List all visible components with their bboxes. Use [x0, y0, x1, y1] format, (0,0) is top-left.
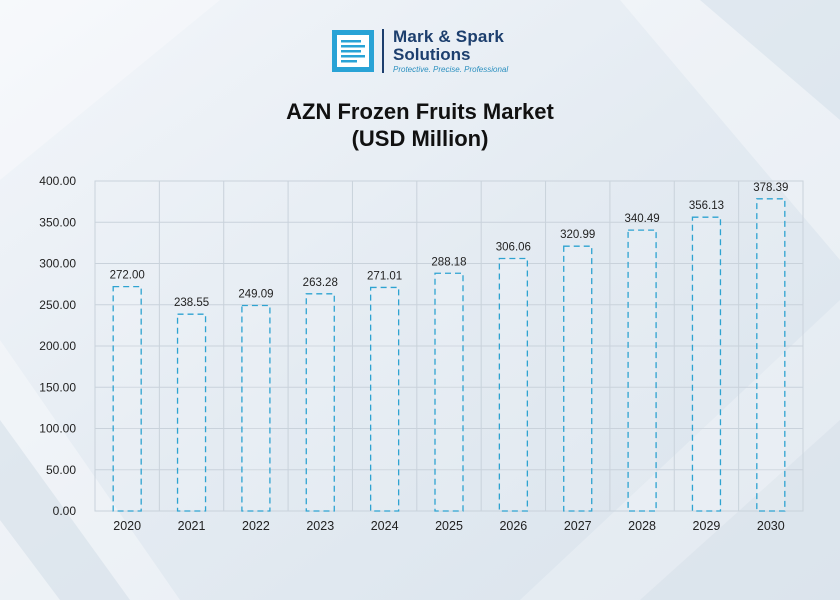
- y-axis: 0.00 50.00 100.00 150.00 200.00 250.00 300.00 3…: [39, 174, 76, 518]
- x-tick-label: 2021: [178, 519, 206, 533]
- data-label: 249.09: [238, 289, 273, 301]
- bar-2026: [498, 257, 529, 512]
- y-tick-label: 0.00: [53, 504, 77, 518]
- y-tick-label: 50.00: [46, 463, 76, 477]
- bar-2024: [369, 286, 400, 512]
- chart-grid: [94, 180, 804, 512]
- x-tick-label: 2030: [757, 519, 785, 533]
- x-tick-label: 2022: [242, 519, 270, 533]
- data-label: 306.06: [496, 242, 531, 254]
- bar-2027: [563, 245, 593, 512]
- chart-title: AZN Frozen Fruits Market (USD Million): [0, 98, 840, 152]
- data-label: 340.49: [624, 213, 659, 225]
- y-tick-label: 150.00: [39, 380, 76, 394]
- bar-2029: [691, 216, 722, 512]
- chart-title-line2: (USD Million): [351, 126, 489, 151]
- brand-tagline: Protective. Precise. Professional: [393, 65, 509, 74]
- bar-2025: [434, 272, 464, 512]
- x-tick-label: 2023: [306, 519, 334, 533]
- bar-2023: [305, 293, 335, 512]
- brand-name-line1: Mark & Spark: [393, 27, 505, 46]
- bar-2030: [756, 198, 786, 512]
- bar-2021: [176, 313, 207, 512]
- x-axis: 2020 2021 2022 2023 2024 2025 2026 2027 2028 2029…: [113, 519, 784, 533]
- x-tick-label: 2026: [499, 519, 527, 533]
- data-label: 320.99: [560, 229, 595, 241]
- x-tick-label: 2025: [435, 519, 463, 533]
- y-tick-label: 300.00: [39, 257, 76, 271]
- x-tick-label: 2020: [113, 519, 141, 533]
- bar-2020: [112, 285, 142, 512]
- chart-title-line1: AZN Frozen Fruits Market: [286, 99, 554, 124]
- y-tick-label: 400.00: [39, 174, 76, 188]
- logo-divider: [382, 29, 384, 73]
- data-label: 356.13: [689, 200, 724, 212]
- y-tick-label: 100.00: [39, 422, 76, 436]
- bar-2022: [241, 304, 271, 512]
- x-tick-label: 2024: [371, 519, 399, 533]
- data-label: 263.28: [303, 277, 338, 289]
- data-label: 271.01: [367, 270, 402, 282]
- bar-2028: [627, 229, 657, 512]
- x-tick-label: 2028: [628, 519, 656, 533]
- data-label: 272.00: [110, 270, 145, 282]
- data-label: 238.55: [174, 297, 209, 309]
- y-tick-label: 200.00: [39, 339, 76, 353]
- brand-name-line2: Solutions: [393, 45, 471, 64]
- brand-logo: Mark & Spark Solutions Protective. Preci…: [331, 27, 509, 74]
- document-icon: [332, 30, 374, 72]
- y-tick-label: 250.00: [39, 298, 76, 312]
- data-label: 288.18: [431, 256, 466, 268]
- x-tick-label: 2027: [564, 519, 592, 533]
- data-label: 378.39: [753, 182, 788, 194]
- y-tick-label: 350.00: [39, 215, 76, 229]
- bar-series: 272.00 238.55 249.09 263.28 271.01 288.18 306.…: [110, 182, 788, 512]
- x-tick-label: 2029: [693, 519, 721, 533]
